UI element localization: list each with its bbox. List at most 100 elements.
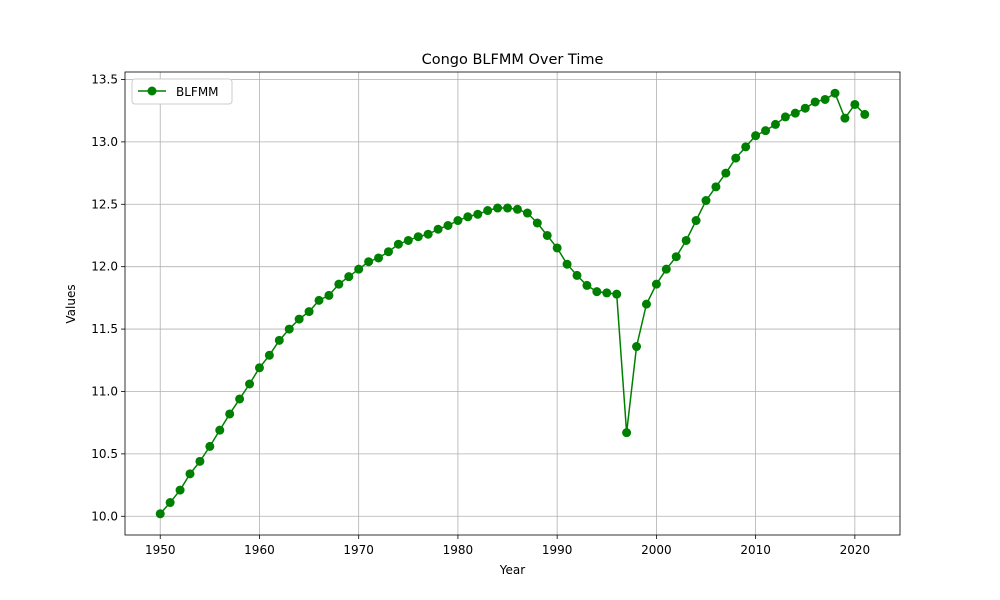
x-axis-ticks: 1950 1960 1970 1980 1990 2000 2010 2020 [145, 535, 870, 557]
x-tick-label: 2010 [740, 543, 771, 557]
data-point [542, 230, 552, 240]
data-point [284, 324, 294, 334]
y-tick-label: 12.5 [91, 197, 118, 211]
data-point [453, 216, 463, 226]
data-point [324, 290, 334, 300]
x-tick-label: 1990 [542, 543, 573, 557]
data-point [463, 212, 473, 222]
data-point [840, 113, 850, 123]
data-series [155, 88, 870, 519]
data-point [552, 243, 562, 253]
data-point [403, 235, 413, 245]
y-tick-label: 13.0 [91, 135, 118, 149]
data-point [254, 363, 264, 373]
data-point [314, 295, 324, 305]
data-point [681, 235, 691, 245]
data-point [810, 97, 820, 107]
data-point [632, 342, 642, 352]
data-point [264, 350, 274, 360]
data-point [235, 394, 245, 404]
data-point [354, 264, 364, 274]
legend-marker-swatch [147, 86, 157, 96]
y-tick-label: 13.5 [91, 72, 118, 86]
data-point [334, 279, 344, 289]
data-point [701, 196, 711, 206]
data-point [413, 232, 423, 242]
data-point [582, 280, 592, 290]
y-tick-label: 10.0 [91, 509, 118, 523]
x-tick-label: 1950 [145, 543, 176, 557]
data-point [493, 203, 503, 213]
grid-lines [125, 72, 900, 535]
data-point [175, 485, 185, 495]
data-point [245, 379, 255, 389]
y-tick-label: 11.0 [91, 384, 118, 398]
data-point [512, 204, 522, 214]
data-point [612, 289, 622, 299]
data-point [850, 99, 860, 109]
y-tick-label: 12.0 [91, 260, 118, 274]
data-point [780, 112, 790, 122]
data-point [433, 224, 443, 234]
legend-box [131, 78, 233, 105]
data-point [195, 456, 205, 466]
data-point [383, 247, 393, 257]
data-point [562, 259, 572, 269]
data-point [205, 441, 215, 451]
data-point [830, 88, 840, 98]
data-point [522, 208, 532, 218]
y-axis-label: Values [64, 284, 78, 323]
data-point [483, 206, 493, 216]
x-tick-label: 1980 [443, 543, 474, 557]
data-point [651, 279, 661, 289]
y-tick-label: 10.5 [91, 447, 118, 461]
legend: BLFMM [131, 78, 233, 105]
data-point [443, 221, 453, 231]
data-point [572, 270, 582, 280]
x-tick-label: 2000 [641, 543, 672, 557]
x-axis-label: Year [499, 563, 525, 577]
data-point [364, 257, 374, 267]
data-point [721, 168, 731, 178]
data-point [790, 108, 800, 118]
data-point [294, 314, 304, 324]
data-point [503, 203, 513, 213]
plot-area-frame [124, 71, 901, 536]
data-point [641, 299, 651, 309]
data-point [592, 287, 602, 297]
data-point [602, 288, 612, 298]
data-point [304, 307, 314, 317]
data-point [274, 335, 284, 345]
data-point [661, 264, 671, 274]
data-point [770, 119, 780, 129]
data-point [622, 428, 632, 438]
chart-title: Congo BLFMM Over Time [422, 52, 604, 68]
x-tick-label: 1970 [343, 543, 374, 557]
data-point [731, 153, 741, 163]
data-point [185, 469, 195, 479]
data-point [711, 182, 721, 192]
y-axis-ticks: 10.0 10.5 11.0 11.5 12.0 12.5 13.0 13.5 [91, 72, 125, 523]
x-tick-label: 1960 [244, 543, 275, 557]
data-point [860, 109, 870, 119]
data-point [820, 94, 830, 104]
data-point [393, 239, 403, 249]
data-point [671, 252, 681, 262]
data-point [473, 209, 483, 219]
data-point [165, 498, 175, 508]
y-tick-label: 11.5 [91, 322, 118, 336]
data-point [423, 229, 433, 239]
data-point [532, 218, 542, 228]
x-tick-label: 2020 [840, 543, 871, 557]
data-point [374, 253, 384, 263]
data-point [800, 103, 810, 113]
legend-label: BLFMM [176, 85, 219, 99]
data-point [344, 272, 354, 282]
data-point [741, 142, 751, 152]
data-point [225, 409, 235, 419]
data-point [155, 509, 165, 519]
data-point [751, 131, 761, 141]
data-point [215, 425, 225, 435]
data-point [761, 126, 771, 136]
